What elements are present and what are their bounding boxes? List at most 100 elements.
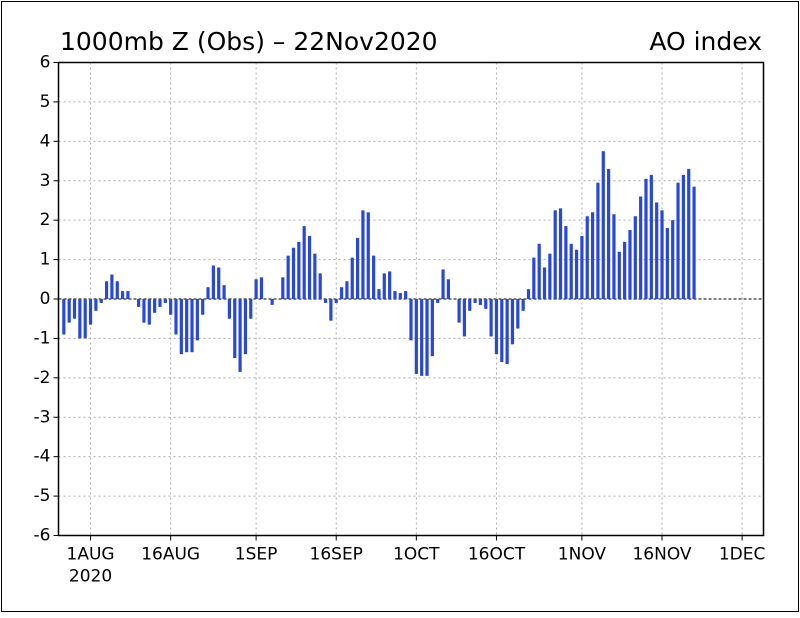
bar	[553, 210, 557, 299]
bar	[446, 279, 450, 299]
y-tick-label: 0	[40, 289, 51, 309]
bar	[569, 243, 573, 299]
bar	[580, 235, 584, 299]
bar	[366, 212, 370, 299]
bar	[72, 299, 77, 319]
bar	[67, 299, 71, 323]
bar	[110, 274, 114, 299]
bar	[270, 299, 274, 305]
bar	[222, 285, 226, 299]
bar	[83, 299, 87, 339]
x-tick-label: 1AUG	[67, 545, 115, 565]
bar	[681, 174, 685, 299]
bar	[633, 216, 637, 299]
bar	[404, 291, 408, 299]
bar	[211, 265, 215, 299]
x-year-label: 2020	[69, 567, 112, 587]
bar	[62, 299, 66, 335]
x-tick-label: 1SEP	[235, 545, 278, 565]
bar	[623, 241, 627, 299]
bar	[537, 243, 541, 299]
bar	[243, 299, 248, 355]
bar	[436, 299, 440, 303]
bar	[174, 299, 178, 335]
bar	[414, 299, 418, 374]
bar	[297, 241, 301, 299]
bar	[430, 299, 434, 357]
bar	[398, 293, 402, 299]
bar	[217, 267, 221, 299]
bar	[142, 299, 146, 323]
bar	[692, 186, 696, 299]
bar	[302, 226, 306, 299]
bar	[147, 299, 151, 325]
bar	[462, 299, 467, 337]
x-tick-label: 1OCT	[393, 545, 440, 565]
bar	[361, 210, 365, 299]
bar	[286, 255, 290, 299]
bar	[249, 299, 253, 319]
x-tick-label: 1DEC	[719, 545, 766, 565]
bar	[628, 230, 632, 299]
bar	[291, 247, 296, 299]
bar	[259, 277, 264, 299]
bar	[163, 299, 167, 303]
bar	[345, 281, 349, 299]
bar	[542, 267, 547, 299]
bar	[281, 277, 285, 299]
y-tick-label: 5	[40, 92, 51, 112]
y-tick-label: 4	[40, 131, 51, 151]
bar	[323, 299, 328, 303]
y-tick-label: -1	[34, 328, 51, 348]
y-tick-label: -2	[34, 368, 51, 388]
x-tick-label: 1NOV	[558, 545, 607, 565]
bar	[676, 182, 680, 299]
bar	[409, 299, 413, 341]
bar	[564, 226, 568, 299]
bar	[233, 299, 237, 359]
bar	[574, 249, 579, 299]
bar	[457, 299, 461, 323]
y-tick-label: 3	[40, 171, 51, 191]
bar	[126, 291, 130, 299]
bar	[420, 299, 424, 376]
bar	[644, 178, 648, 299]
x-tick-label: 16NOV	[632, 545, 691, 565]
bar	[355, 237, 360, 299]
bar	[339, 287, 344, 299]
bar	[388, 271, 392, 299]
bar	[94, 299, 98, 311]
bar	[516, 299, 520, 329]
bar	[78, 299, 82, 339]
x-tick-label: 16AUG	[141, 545, 200, 565]
bar	[185, 299, 189, 353]
bar	[473, 299, 477, 303]
bar	[665, 228, 669, 299]
bar	[104, 281, 109, 299]
bar	[307, 235, 312, 299]
bar	[377, 289, 381, 299]
bar	[521, 299, 525, 311]
bar	[179, 299, 183, 355]
x-tick-label: 16SEP	[310, 545, 363, 565]
bar	[532, 257, 536, 299]
bar	[158, 299, 162, 307]
bar	[601, 151, 605, 299]
y-tick-label: 6	[40, 53, 51, 73]
bar	[318, 273, 322, 299]
bar	[227, 299, 232, 319]
x-tick-label: 16OCT	[468, 545, 526, 565]
bar	[558, 208, 563, 299]
bar	[585, 216, 589, 299]
bar	[500, 299, 504, 363]
y-tick-label: -6	[34, 526, 51, 546]
bar	[489, 299, 493, 337]
bar	[468, 299, 472, 311]
bar	[425, 299, 429, 376]
bar	[254, 279, 258, 299]
plot-frame	[57, 61, 765, 537]
bar	[313, 253, 317, 299]
bar	[596, 182, 600, 299]
